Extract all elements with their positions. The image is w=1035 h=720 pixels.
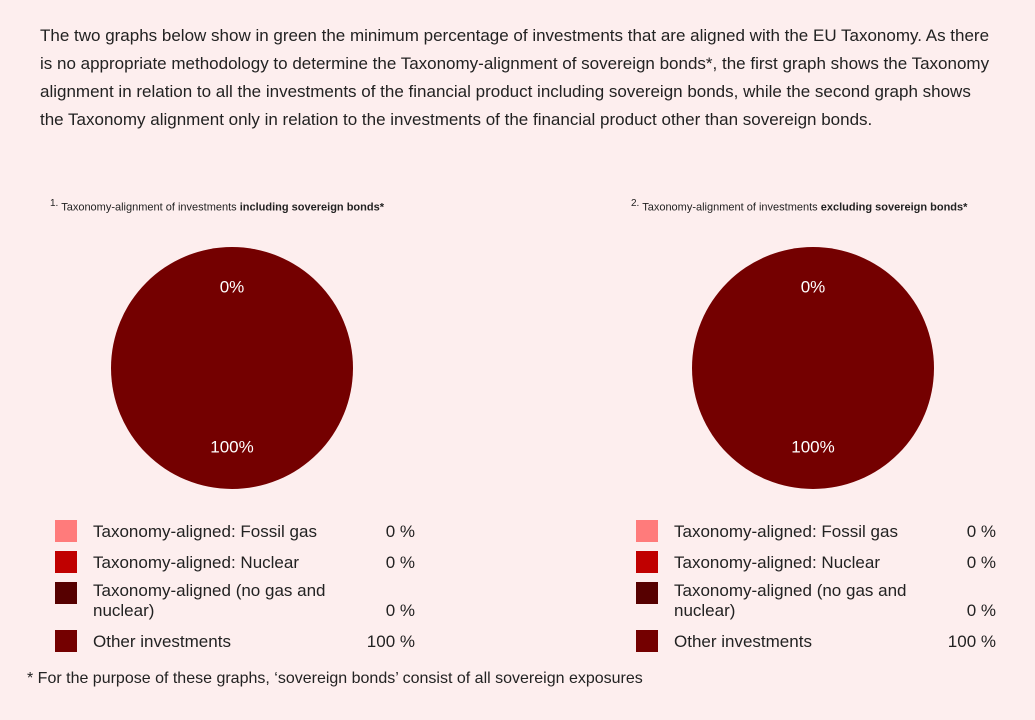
- legend-label: Taxonomy-aligned (no gas and nuclear): [93, 581, 326, 620]
- legend: Taxonomy-aligned: Fossil gas 0 % Taxonomy-…: [55, 519, 415, 660]
- legend-value: 0 %: [385, 553, 415, 572]
- legend-label: Taxonomy-aligned: Fossil gas: [674, 522, 898, 541]
- legend-swatch: [636, 630, 658, 652]
- legend-item: Other investments 100 %: [636, 629, 996, 652]
- chart-title-bold: including sovereign bonds*: [239, 201, 384, 214]
- legend-item: Taxonomy-aligned: Fossil gas 0 %: [636, 519, 996, 542]
- legend-swatch: [55, 582, 77, 604]
- legend-item: Taxonomy-aligned: Fossil gas 0 %: [55, 519, 415, 542]
- chart-title-text: Taxonomy-alignment of investments: [61, 201, 237, 214]
- legend-value: 0 %: [966, 553, 996, 572]
- chart-title-text: Taxonomy-alignment of investments: [642, 201, 818, 214]
- pie-slice: [692, 247, 934, 489]
- legend-label: Taxonomy-aligned: Nuclear: [93, 553, 299, 572]
- legend-value: 100 %: [366, 632, 415, 651]
- legend-value: 0 %: [385, 601, 415, 620]
- pie-label: 0%: [801, 277, 826, 296]
- legend-value: 0 %: [385, 522, 415, 541]
- pie-label: 0%: [220, 277, 245, 296]
- chart-title: 2. Taxonomy-alignment of investments exc…: [631, 196, 981, 216]
- pie-slice: [111, 247, 353, 489]
- legend-swatch: [636, 520, 658, 542]
- legend-swatch: [636, 582, 658, 604]
- legend-swatch: [55, 520, 77, 542]
- legend-label: Taxonomy-aligned (no gas and nuclear): [674, 581, 907, 620]
- legend-value: 100 %: [947, 632, 996, 651]
- legend-item: Taxonomy-aligned: Nuclear 0 %: [636, 550, 996, 573]
- legend-label: Taxonomy-aligned: Nuclear: [674, 553, 880, 572]
- legend-label: Other investments: [674, 632, 812, 651]
- chart-title-bold: excluding sovereign bonds*: [820, 201, 968, 214]
- legend-swatch: [55, 630, 77, 652]
- chart-number: 2.: [631, 198, 640, 209]
- legend-item: Other investments 100 %: [55, 629, 415, 652]
- pie-label: 100%: [210, 437, 253, 456]
- legend-item: Taxonomy-aligned (no gas and nuclear) 0 %: [636, 581, 996, 621]
- legend-item: Taxonomy-aligned: Nuclear 0 %: [55, 550, 415, 573]
- legend-value: 0 %: [966, 522, 996, 541]
- footnote: * For the purpose of these graphs, ‘sove…: [27, 670, 643, 687]
- legend-swatch: [55, 551, 77, 573]
- legend: Taxonomy-aligned: Fossil gas 0 % Taxonomy-…: [636, 519, 996, 660]
- legend-label: Other investments: [93, 632, 231, 651]
- legend-label: Taxonomy-aligned: Fossil gas: [93, 522, 317, 541]
- pie-label: 100%: [791, 437, 834, 456]
- chart-title: 1. Taxonomy-alignment of investments inc…: [50, 196, 400, 216]
- legend-swatch: [636, 551, 658, 573]
- chart-number: 1.: [50, 198, 59, 209]
- intro-text: The two graphs below show in green the m…: [40, 26, 990, 129]
- legend-item: Taxonomy-aligned (no gas and nuclear) 0 %: [55, 581, 415, 621]
- legend-value: 0 %: [966, 601, 996, 620]
